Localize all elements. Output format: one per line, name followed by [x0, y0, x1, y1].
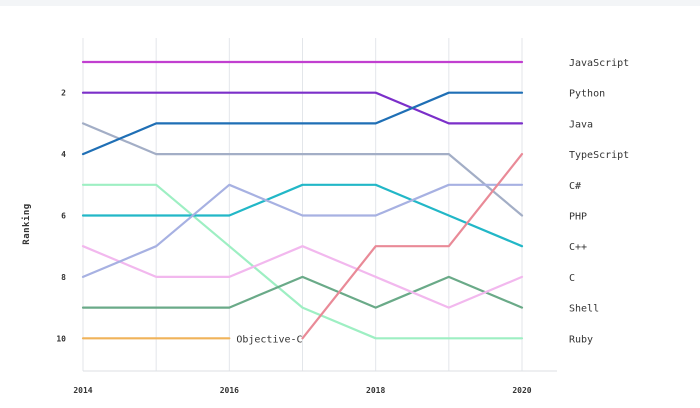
y-tick-10: 10: [56, 334, 66, 343]
x-tick-2016: 2016: [220, 386, 239, 395]
series-line-shell: [81, 275, 524, 309]
series-line-python: [81, 91, 524, 156]
series-line-php: [81, 122, 524, 217]
series-label-php: PHP: [569, 212, 587, 223]
series-line-ruby: [81, 183, 524, 340]
series-line-csharp: [81, 183, 524, 278]
y-axis-label: Ranking: [21, 203, 32, 244]
annotation-bg: [234, 332, 299, 346]
y-tick-6: 6: [61, 212, 66, 221]
series-label-cpp: C++: [569, 242, 587, 253]
series-label-ruby: Ruby: [569, 334, 593, 345]
series-label-python: Python: [569, 89, 605, 100]
top-bar: [0, 0, 700, 6]
series-line-java: [81, 91, 524, 125]
x-tick-2018: 2018: [366, 386, 385, 395]
x-tick-2014: 2014: [73, 386, 92, 395]
series-line-c: [81, 245, 524, 309]
series-label-shell: Shell: [569, 304, 599, 315]
series-line-typescript: [301, 153, 524, 340]
series-label-typescript: TypeScript: [569, 150, 629, 161]
y-tick-2: 2: [61, 89, 66, 98]
series-label-javascript: JavaScript: [569, 58, 629, 69]
series-label-csharp: C#: [569, 181, 581, 192]
series-label-c: C: [569, 273, 575, 284]
x-tick-2020: 2020: [512, 386, 531, 395]
y-tick-8: 8: [61, 273, 66, 282]
series-line-cpp: [81, 183, 524, 248]
series-label-java: Java: [569, 119, 593, 130]
annotation-objective-c: Objective-C: [236, 334, 302, 345]
y-tick-4: 4: [61, 150, 66, 159]
